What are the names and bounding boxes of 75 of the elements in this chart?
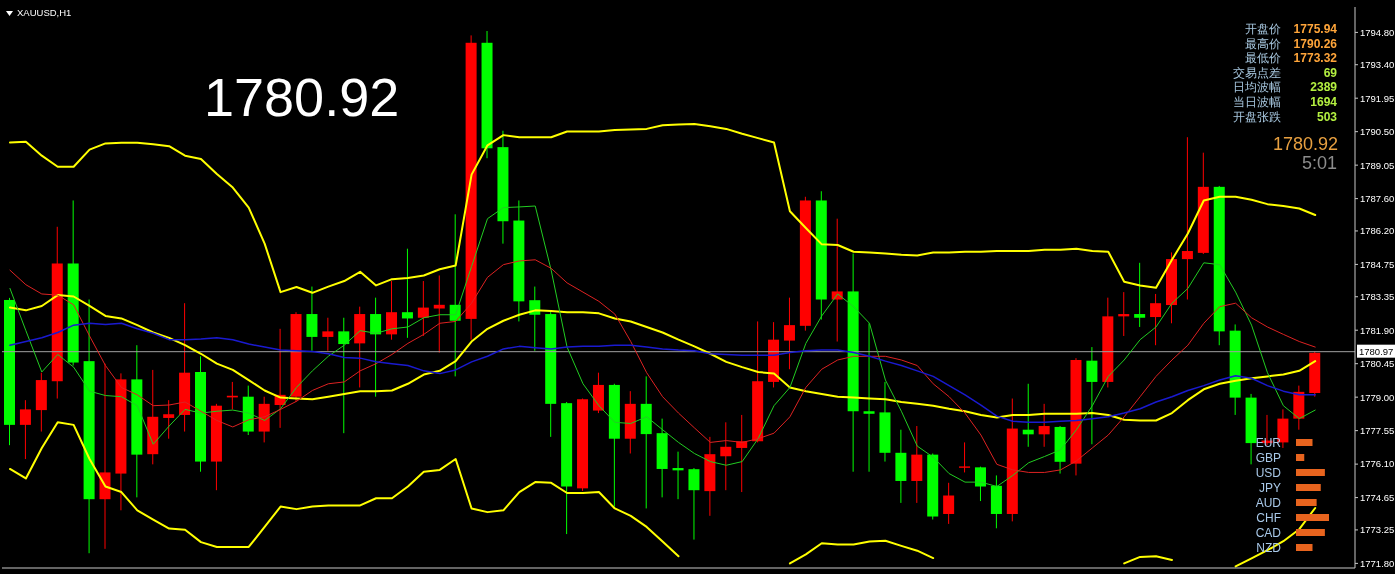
annotation: 1694 (1310, 95, 1337, 109)
annotation: 日均波幅 (1233, 80, 1281, 95)
candlestick (19, 399, 31, 460)
annotation: 1775.94 (1293, 22, 1337, 36)
y-tick-label: USD (1255, 465, 1282, 480)
candlestick (417, 280, 429, 337)
candlestick (1038, 403, 1050, 448)
candlestick (863, 322, 875, 473)
bar (1296, 454, 1305, 461)
annotation: 503 (1316, 109, 1337, 124)
candlestick (306, 286, 318, 352)
y-tick-label: AUD (1255, 495, 1282, 510)
y-tick-label: 1790.50 (1360, 126, 1395, 138)
y-tick-label: 1771.80 (1360, 557, 1395, 569)
bar (1296, 499, 1317, 506)
ref-line-label: 1780.97 (1359, 346, 1394, 358)
candlestick (1181, 136, 1193, 300)
y-tick-label: 1786.20 (1360, 225, 1395, 237)
annotation: 1790.26 (1293, 36, 1337, 51)
text: 69 (1323, 65, 1337, 80)
y-tick-label: JPY (1258, 480, 1281, 495)
y-tick-label: 1791.95 (1360, 92, 1395, 104)
candlestick (401, 248, 413, 339)
candlestick (370, 297, 382, 398)
y-tick-label: CHF (1256, 510, 1281, 525)
y-tick-label: 1776.10 (1360, 458, 1395, 470)
y-tick-label: 1774.65 (1360, 491, 1395, 503)
annotation: 5:01 (1301, 153, 1337, 173)
candlestick (720, 421, 732, 491)
y-tick-label: 1777.55 (1360, 425, 1395, 437)
annotation: 交易点差 (1233, 65, 1281, 80)
candlestick (322, 317, 334, 352)
candlestick (433, 275, 445, 354)
y-tick-label: 1780.45 (1360, 358, 1395, 370)
y-tick-label: 1793.40 (1360, 59, 1395, 71)
annotation: 1773.32 (1293, 51, 1337, 66)
annotation: 当日波幅 (1233, 95, 1281, 109)
annotation: 开盘张跌 (1233, 109, 1281, 124)
y-tick-label: GBP (1255, 450, 1281, 465)
candlestick (831, 218, 843, 343)
candlestick (338, 317, 350, 434)
line-series (9, 322, 1316, 424)
bar (1296, 514, 1329, 521)
annotation: 1780.92 (1272, 134, 1338, 154)
line-series (8, 294, 1317, 422)
y-tick-label: 1794.80 (1360, 26, 1395, 38)
y-tick-label: CAD (1255, 525, 1282, 540)
candlestick (1086, 346, 1098, 445)
y-tick-label: 1787.60 (1360, 192, 1395, 204)
bar (1296, 544, 1313, 551)
bar (1296, 484, 1321, 491)
annotation: 最低价 (1245, 51, 1281, 66)
candlestick (974, 466, 986, 502)
annotation: 开盘价 (1245, 22, 1281, 36)
candlestick (386, 280, 398, 341)
bar (1296, 439, 1313, 446)
candlestick (163, 399, 175, 440)
candlestick (959, 441, 971, 473)
y-tick-label: 1789.05 (1360, 159, 1395, 171)
candlestick (943, 482, 955, 525)
candlestick (1134, 262, 1146, 328)
y-tick-label: 1783.35 (1360, 291, 1395, 303)
chart-title: XAUUSD,H1 (17, 7, 72, 18)
bar (1296, 469, 1325, 476)
bar (1296, 529, 1325, 536)
y-tick-label: 1773.25 (1360, 524, 1395, 536)
annotation: 1780.92 (204, 67, 400, 127)
y-tick-label: 1781.90 (1360, 324, 1395, 336)
candlestick (783, 297, 795, 370)
y-tick-label: 1784.75 (1360, 258, 1395, 270)
annotation: 最高价 (1245, 36, 1281, 51)
y-tick-label: 1779.00 (1360, 391, 1395, 403)
candlestick (1150, 293, 1162, 346)
candlestick (688, 467, 700, 541)
annotation: 2389 (1310, 80, 1337, 95)
